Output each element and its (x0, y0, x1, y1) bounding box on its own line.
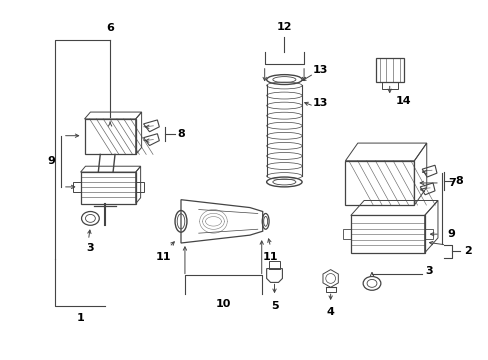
Text: 8: 8 (455, 176, 463, 186)
Bar (325, 287, 335, 292)
Bar (424, 229, 432, 239)
Text: 11: 11 (263, 252, 278, 262)
Text: 9: 9 (447, 229, 455, 239)
Bar (381, 82, 397, 89)
Bar (268, 261, 280, 269)
Text: 4: 4 (326, 307, 334, 317)
Text: 13: 13 (312, 65, 328, 75)
Text: 14: 14 (395, 96, 410, 106)
Bar (73, 182, 81, 192)
Bar (375, 58, 403, 82)
Text: 12: 12 (276, 22, 291, 32)
Text: 3: 3 (86, 243, 94, 253)
Text: 8: 8 (177, 129, 184, 139)
Text: 5: 5 (270, 301, 278, 311)
Text: 3: 3 (425, 266, 432, 276)
Text: 1: 1 (76, 313, 84, 323)
Text: 6: 6 (106, 23, 114, 33)
Text: 9: 9 (47, 156, 55, 166)
Text: 13: 13 (312, 98, 328, 108)
Text: 10: 10 (215, 299, 230, 309)
Text: 7: 7 (447, 178, 455, 188)
Bar (136, 182, 143, 192)
Text: 2: 2 (463, 246, 471, 256)
Text: 11: 11 (155, 252, 171, 262)
Bar (342, 229, 350, 239)
